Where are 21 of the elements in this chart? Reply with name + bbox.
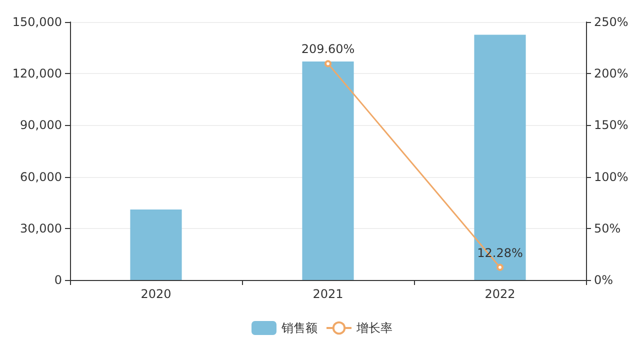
- legend-label: 销售额: [280, 321, 318, 335]
- data-label: 209.60%: [301, 42, 355, 56]
- x-tick-label: 2022: [484, 287, 516, 301]
- y2-tick-label: 0%: [594, 273, 614, 287]
- bar: [474, 34, 526, 280]
- y-tick-label: 60,000: [20, 170, 62, 184]
- y-tick-label: 120,000: [12, 66, 62, 81]
- y-tick-label: 90,000: [20, 118, 62, 132]
- y2-tick-label: 50%: [594, 221, 621, 236]
- bar: [302, 62, 354, 280]
- x-tick-label: 2021: [312, 287, 344, 301]
- y-tick-label: 150,000: [12, 15, 62, 29]
- y-tick-label: 0: [54, 273, 62, 287]
- y2-tick-label: 150%: [594, 118, 628, 132]
- bar: [130, 209, 182, 280]
- x-tick-label: 2020: [140, 287, 172, 301]
- y-tick-label: 30,000: [20, 221, 62, 236]
- y2-tick-label: 250%: [594, 15, 628, 29]
- y2-tick-label: 100%: [594, 170, 628, 184]
- y2-tick-label: 200%: [594, 66, 628, 81]
- legend-label: 增长率: [356, 321, 392, 335]
